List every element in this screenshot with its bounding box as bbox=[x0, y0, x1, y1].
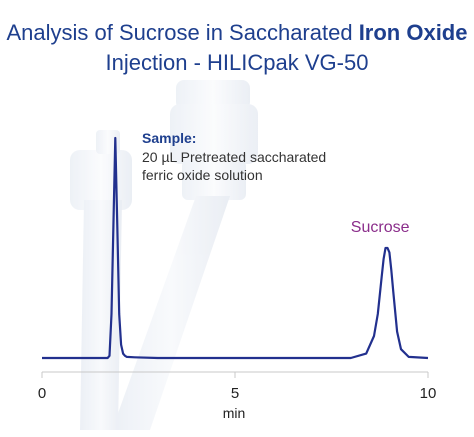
chart-title: Analysis of Sucrose in Saccharated Iron … bbox=[0, 20, 474, 46]
sample-label: Sample: bbox=[142, 130, 196, 146]
chart-title-plain: Analysis of Sucrose in Saccharated bbox=[6, 20, 359, 45]
x-tick-label: 5 bbox=[231, 385, 239, 402]
x-tick-label: 0 bbox=[38, 385, 46, 402]
chromatogram-trace bbox=[42, 136, 429, 360]
x-axis-label: min bbox=[223, 405, 246, 421]
sample-description-line1: 20 µL Pretreated saccharated bbox=[142, 149, 326, 165]
sample-description-line2: ferric oxide solution bbox=[142, 167, 263, 183]
annotations: Sucrose bbox=[351, 219, 410, 236]
chart-title-bold: Iron Oxide bbox=[358, 20, 468, 45]
peak-label: Sucrose bbox=[351, 219, 410, 236]
x-axis: 0 5 10 bbox=[38, 371, 437, 402]
chart-subtitle: Injection - HILICpak VG-50 bbox=[105, 50, 369, 75]
x-tick-label: 10 bbox=[420, 385, 437, 402]
